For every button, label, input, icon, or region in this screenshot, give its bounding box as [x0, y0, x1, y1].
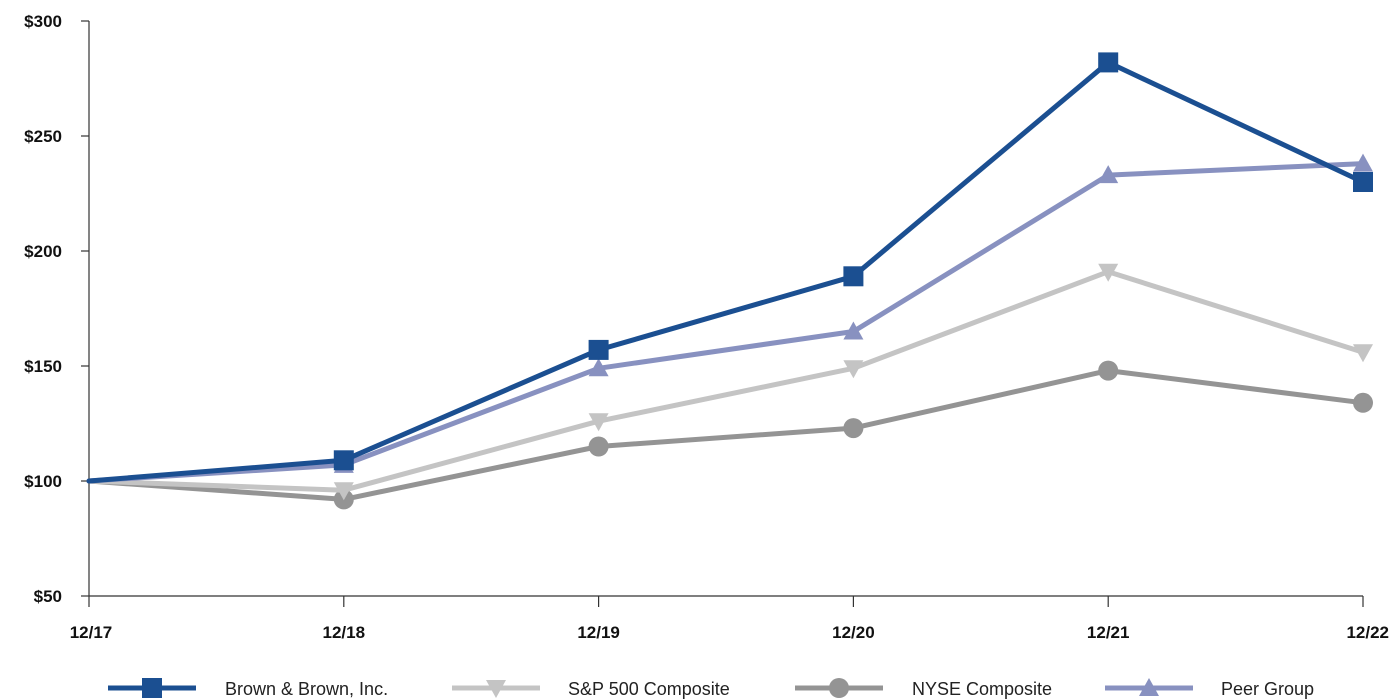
series-layer	[86, 52, 1373, 510]
x-tick-label: 12/19	[577, 623, 620, 642]
data-point	[588, 436, 609, 457]
series-3	[86, 153, 1373, 484]
data-point	[843, 360, 864, 379]
y-tick-label: $200	[24, 242, 62, 261]
series-1	[86, 263, 1373, 501]
data-point	[1353, 344, 1373, 363]
data-point	[1353, 172, 1373, 192]
x-tick-label: 12/18	[323, 623, 366, 642]
data-point	[1353, 392, 1373, 413]
series-0	[86, 52, 1373, 484]
data-point	[588, 339, 609, 360]
legend-label: NYSE Composite	[912, 679, 1052, 699]
series-line	[86, 269, 1366, 493]
legend-label: S&P 500 Composite	[568, 679, 730, 699]
legend: Brown & Brown, Inc. S&P 500 Composite NYSE…	[108, 678, 1314, 699]
data-point	[1098, 165, 1119, 184]
legend-marker	[829, 678, 849, 698]
legend-label: Peer Group	[1221, 679, 1314, 699]
legend-item: Brown & Brown, Inc.	[108, 678, 388, 699]
series-line	[86, 161, 1366, 484]
y-tick-label: $300	[24, 12, 62, 31]
axes: $50 $100 $150 $200 $250 $300 12/17 12/18 12/19 12…	[24, 12, 1389, 642]
data-point	[843, 321, 864, 340]
data-point	[1098, 263, 1119, 282]
legend-marker	[1139, 678, 1159, 696]
y-tick-label: $250	[24, 127, 62, 146]
data-point	[843, 418, 864, 439]
series-line	[86, 368, 1366, 502]
data-point	[1098, 360, 1119, 381]
x-tick-label: 12/20	[832, 623, 875, 642]
y-tick-label: $50	[34, 587, 62, 606]
legend-item: NYSE Composite	[795, 678, 1052, 699]
data-point	[1353, 153, 1373, 172]
legend-label: Brown & Brown, Inc.	[225, 679, 388, 699]
data-point	[588, 358, 609, 377]
data-point	[588, 413, 609, 432]
data-point	[333, 450, 354, 471]
series-line	[86, 59, 1366, 484]
data-point	[333, 482, 354, 501]
data-point	[1098, 52, 1119, 73]
data-point	[843, 266, 864, 287]
x-tick-label: 12/22	[1346, 623, 1389, 642]
y-tick-label: $150	[24, 357, 62, 376]
legend-item: S&P 500 Composite	[452, 679, 730, 699]
x-tick-label: 12/17	[70, 623, 113, 642]
legend-item: Peer Group	[1105, 678, 1314, 699]
series-2	[86, 360, 1373, 510]
legend-marker	[486, 680, 506, 698]
y-tick-label: $100	[24, 472, 62, 491]
x-tick-label: 12/21	[1087, 623, 1130, 642]
legend-marker	[142, 678, 162, 698]
